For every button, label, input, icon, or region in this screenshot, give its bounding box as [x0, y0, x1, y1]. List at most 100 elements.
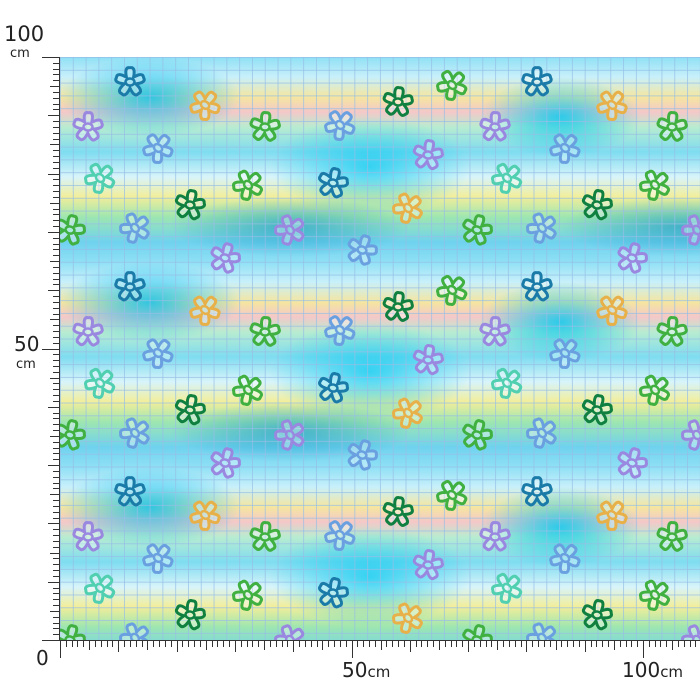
ruler-tick	[672, 640, 674, 650]
ruler-tick	[234, 640, 236, 652]
flower-center	[242, 179, 254, 191]
ruler-tick	[584, 640, 586, 652]
flower-petals	[174, 189, 206, 221]
ruler-tick	[53, 103, 60, 105]
flower-center	[559, 552, 571, 564]
flower-petals	[462, 214, 493, 246]
flower-center	[64, 635, 76, 640]
flower-center	[327, 178, 339, 188]
ruler-tick	[53, 488, 60, 490]
ruler-tick	[473, 640, 475, 647]
flower-center	[402, 612, 414, 624]
ruler-tick	[590, 640, 592, 647]
flower-center	[199, 99, 211, 111]
flower-motif-purple	[274, 419, 305, 451]
ruler-tick	[479, 640, 481, 647]
flower-petals	[656, 521, 688, 552]
flower-petals	[84, 162, 116, 194]
ruler-tick	[100, 640, 102, 647]
ruler-tick	[602, 640, 604, 647]
ruler-tick	[48, 523, 60, 525]
flower-motif-green	[232, 579, 264, 611]
ruler-tick	[53, 564, 60, 566]
flower-petals	[681, 419, 700, 451]
flower-motif-orange	[596, 500, 628, 531]
flower-motif-lightblue	[549, 338, 581, 369]
flower-center	[591, 200, 603, 210]
flower-motif-green	[249, 521, 281, 552]
flower-center	[82, 532, 94, 542]
ruler-tick	[328, 640, 330, 647]
flower-motif-lightblue	[119, 622, 150, 640]
ruler-tick	[53, 365, 60, 367]
ruler-tick	[53, 371, 60, 373]
ruler-tick	[648, 640, 650, 647]
flower-center	[184, 405, 196, 415]
flower-petals	[479, 521, 511, 552]
ruler-tick	[42, 57, 60, 58]
flower-petals	[318, 577, 349, 609]
flower-center	[356, 245, 368, 255]
ruler-tick	[53, 278, 60, 280]
flower-center	[606, 509, 618, 521]
ruler-tick	[619, 640, 621, 647]
ruler-tick	[53, 482, 60, 484]
flower-petals	[232, 579, 264, 611]
flower-center	[649, 384, 661, 396]
ruler-tick	[403, 640, 405, 647]
ruler-tick	[567, 640, 569, 647]
ruler-tick	[53, 424, 60, 426]
flower-motif-darkgreen	[382, 86, 414, 117]
flower-petals	[249, 316, 281, 347]
ruler-tick	[53, 138, 60, 140]
ruler-100-value: 100	[622, 658, 661, 682]
flower-center	[422, 355, 434, 365]
ruler-tick	[53, 517, 60, 519]
flower-center	[152, 347, 164, 359]
ruler-tick	[683, 640, 685, 647]
ruler-tick	[246, 640, 248, 647]
ruler-tick	[50, 435, 60, 437]
flower-center	[531, 77, 543, 87]
flower-petals	[526, 212, 557, 244]
flower-petals	[114, 476, 146, 507]
flower-center	[284, 429, 296, 441]
flower-petals	[521, 476, 553, 507]
ruler-tick	[281, 640, 283, 647]
flower-center	[591, 405, 603, 415]
ruler-tick	[112, 640, 114, 647]
flower-motif-teal	[114, 476, 146, 507]
ruler-tick	[53, 616, 60, 618]
flower-center	[501, 582, 513, 594]
ruler-tick	[608, 640, 610, 647]
flower-motif-orange	[189, 500, 221, 531]
flower-motif-orange	[596, 295, 628, 326]
flower-petals	[617, 242, 648, 274]
ruler-tick	[53, 342, 60, 344]
ruler-tick	[53, 389, 60, 391]
ruler-tick	[491, 640, 493, 647]
flower-center	[649, 179, 661, 191]
flower-petals	[142, 543, 174, 574]
ruler-tick	[53, 453, 60, 455]
flower-petals	[436, 274, 468, 306]
flower-motif-lightblue	[549, 543, 581, 574]
ruler-tick	[223, 640, 225, 647]
ruler-tick	[450, 640, 452, 647]
flower-motif-darkgreen	[174, 394, 206, 426]
ruler-tick	[48, 290, 60, 292]
flower-center	[152, 552, 164, 564]
ruler-tick	[578, 640, 580, 647]
flower-center	[446, 79, 458, 91]
flower-petals	[324, 520, 356, 551]
ruler-tick	[339, 640, 341, 647]
ruler-mid-unit: cm	[16, 357, 36, 372]
ruler-tick	[345, 640, 347, 647]
flower-petals	[526, 622, 557, 640]
flower-motif-purple	[72, 111, 104, 142]
flower-motif-purple	[412, 549, 444, 581]
flower-petals	[274, 214, 305, 246]
ruler-tick	[53, 284, 60, 286]
ruler-tick	[53, 249, 60, 251]
ruler-tick	[53, 68, 60, 70]
